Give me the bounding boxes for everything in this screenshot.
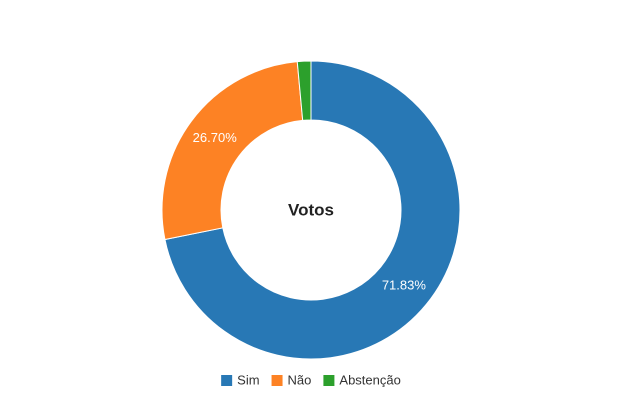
chart-title: Votos bbox=[288, 200, 334, 219]
legend-label: Sim bbox=[237, 372, 259, 387]
legend: Sim Não Abstenção bbox=[221, 372, 401, 387]
legend-label: Abstenção bbox=[339, 372, 400, 387]
legend-swatch bbox=[323, 375, 335, 386]
slices bbox=[161, 60, 461, 360]
slice bbox=[296, 60, 312, 121]
slice bbox=[161, 61, 304, 241]
slice bbox=[164, 60, 461, 360]
value-label: 26.70% bbox=[193, 130, 238, 145]
legend-swatch bbox=[221, 375, 233, 386]
value-label: 71.83% bbox=[382, 277, 427, 292]
legend-label: Não bbox=[288, 372, 312, 387]
legend-swatch bbox=[271, 375, 283, 386]
